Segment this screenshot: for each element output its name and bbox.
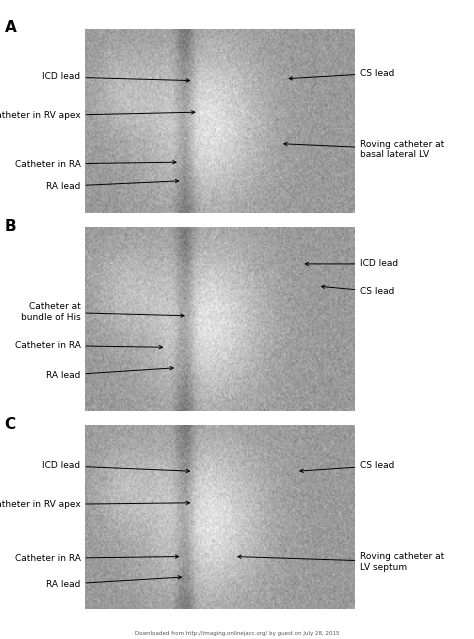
Text: RA lead: RA lead — [46, 367, 173, 380]
Text: CS lead: CS lead — [300, 461, 395, 472]
Text: Catheter in RV apex: Catheter in RV apex — [0, 111, 195, 120]
Text: CS lead: CS lead — [321, 285, 395, 296]
Text: Catheter in RA: Catheter in RA — [15, 554, 179, 563]
Text: ICD lead: ICD lead — [305, 259, 398, 268]
Text: A: A — [5, 20, 17, 35]
Text: C: C — [5, 417, 16, 431]
Text: B: B — [5, 219, 17, 233]
Text: Catheter in RA: Catheter in RA — [15, 341, 163, 350]
Text: ICD lead: ICD lead — [43, 72, 190, 82]
Text: Roving catheter at
LV septum: Roving catheter at LV septum — [238, 552, 445, 572]
Text: RA lead: RA lead — [46, 180, 179, 191]
Text: ICD lead: ICD lead — [43, 461, 190, 473]
Text: Downloaded from http://imaging.onlinejacc.org/ by guest on July 28, 2015: Downloaded from http://imaging.onlinejac… — [135, 631, 339, 636]
Text: Roving catheter at
basal lateral LV: Roving catheter at basal lateral LV — [284, 139, 445, 159]
Text: Catheter in RA: Catheter in RA — [15, 160, 176, 169]
Text: Catheter in RV apex: Catheter in RV apex — [0, 500, 190, 509]
Text: RA lead: RA lead — [46, 576, 182, 589]
Text: Catheter at
bundle of His: Catheter at bundle of His — [21, 302, 184, 322]
Text: CS lead: CS lead — [289, 69, 395, 80]
